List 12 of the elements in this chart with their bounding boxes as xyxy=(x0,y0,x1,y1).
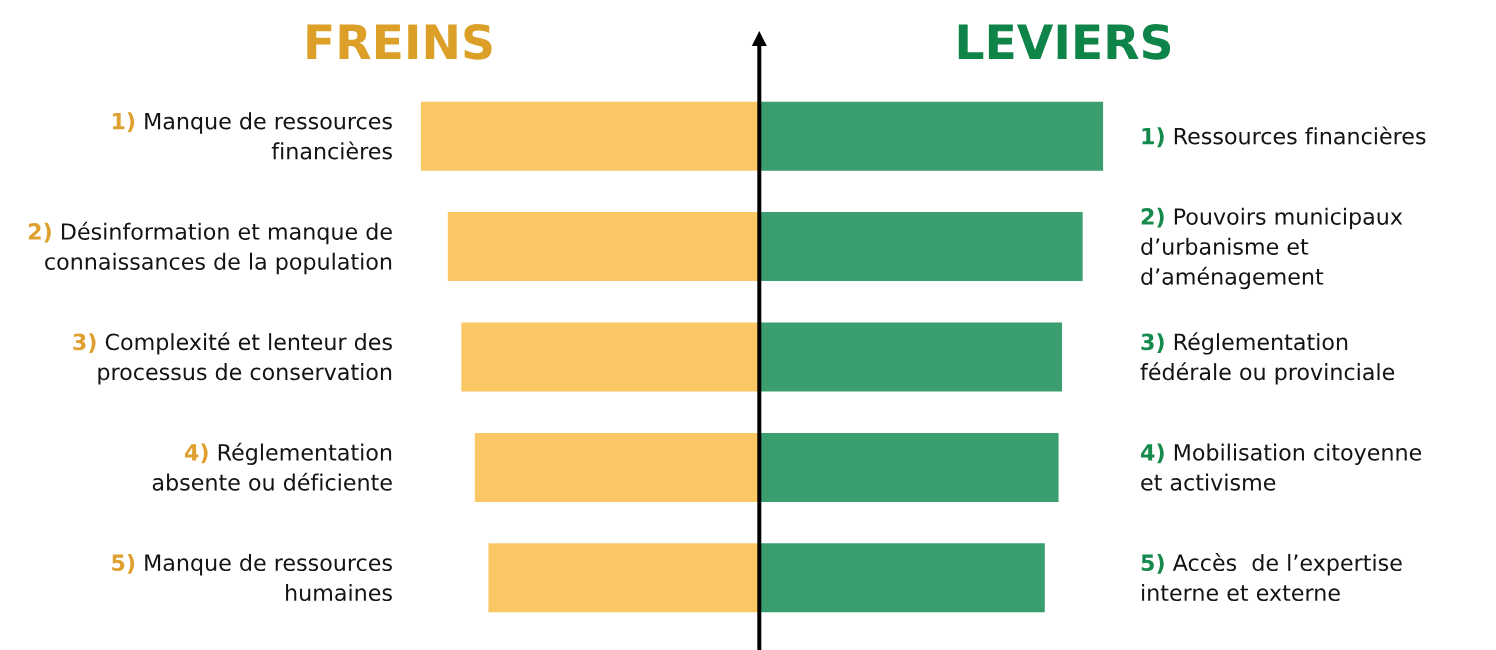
y-tick-label: 5) Accès de l’expertise interne et externe xyxy=(1141,553,1402,602)
chart-title: FREINS xyxy=(307,23,492,60)
y-tick-label: 4) Mobilisation citoyenne et activisme xyxy=(1141,443,1422,491)
chart-title: LEVIERS xyxy=(958,23,1171,60)
y-tick-label: 1) Manque de ressources financières xyxy=(112,112,392,160)
y-tick-label: 3) Complexité et lenteur des processus de conservation xyxy=(73,332,392,385)
y-tick-label: 1) Ressources financières xyxy=(1142,126,1426,148)
y-tick-label: 3) Réglementation fédérale ou provinciale xyxy=(1140,332,1395,385)
y-tick-label: 5) Manque de ressources humaines xyxy=(112,553,392,602)
y-tick-label: 2) Pouvoirs municipaux d’urbanisme et d’aménagement xyxy=(1141,207,1403,290)
y-tick-label: 4) Réglementation absente ou déficiente xyxy=(152,442,392,491)
y-tick-label: 2) Désinformation et manque de connaissances de la population xyxy=(28,221,392,275)
